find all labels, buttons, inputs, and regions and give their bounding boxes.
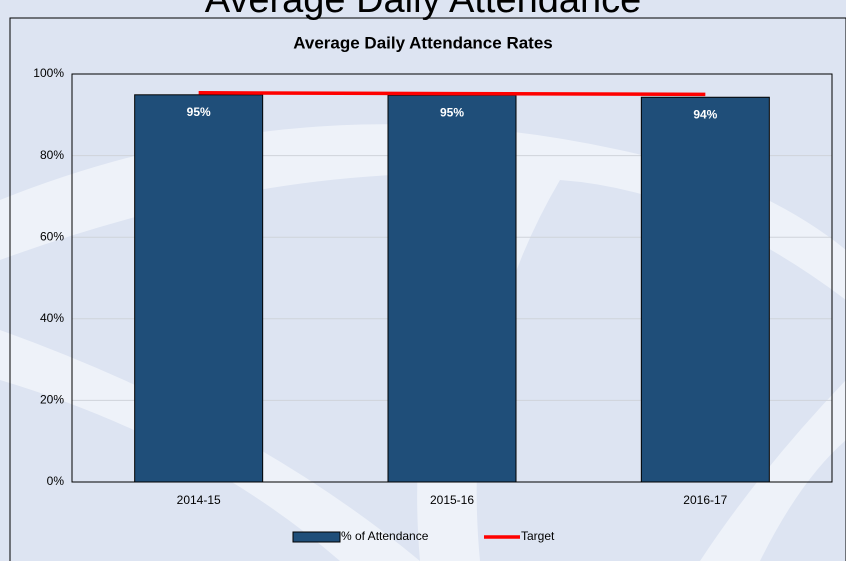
x-tick-label: 2014-15	[177, 493, 221, 507]
legend-swatch	[292, 531, 341, 543]
legend-label: % of Attendance	[341, 529, 429, 543]
bar	[134, 94, 264, 483]
chart-frame	[9, 17, 846, 561]
bar	[387, 94, 517, 483]
target-line	[198, 91, 706, 97]
data-label: 95%	[187, 105, 211, 119]
bar	[640, 96, 770, 483]
y-tick-label: 40%	[40, 311, 64, 325]
slide-title: Average Daily Attendance	[205, 0, 642, 21]
x-tick-label: 2015-16	[430, 493, 474, 507]
data-label: 94%	[693, 107, 717, 121]
y-tick-label: 0%	[47, 474, 65, 488]
y-tick-label: 20%	[40, 393, 64, 407]
y-tick-label: 80%	[40, 148, 64, 162]
x-tick-label: 2016-17	[683, 493, 727, 507]
legend-label: Target	[521, 529, 555, 543]
y-tick-label: 100%	[33, 66, 64, 80]
chart-title: Average Daily Attendance Rates	[293, 33, 553, 52]
background-swoosh	[700, 380, 846, 561]
data-label: 95%	[440, 105, 464, 119]
y-tick-label: 60%	[40, 229, 64, 243]
